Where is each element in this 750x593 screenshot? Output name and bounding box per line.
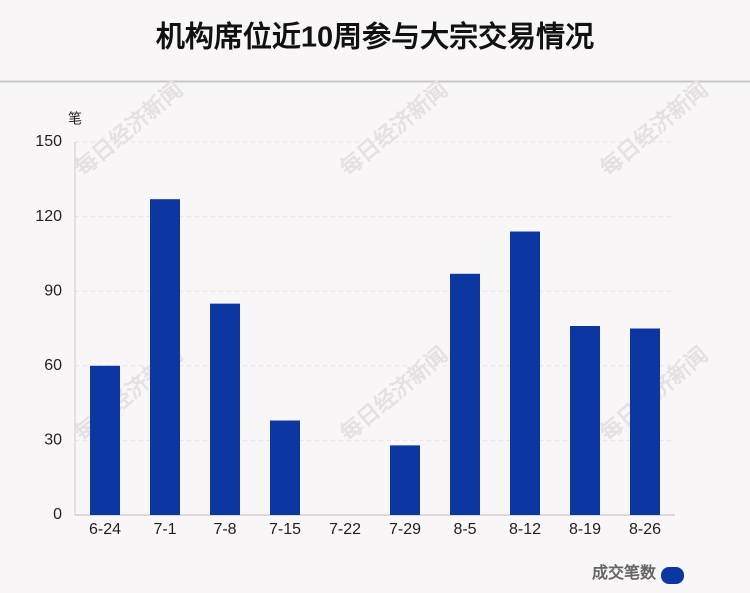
x-tick-label: 8-26 [629,521,661,538]
x-tick-label: 8-12 [509,521,541,538]
bar [570,326,600,515]
bar [210,303,240,515]
chart-title: 机构席位近10周参与大宗交易情况 [156,20,594,54]
bar [150,199,180,515]
bar [630,328,660,515]
x-tick-label: 7-8 [213,521,236,538]
x-tick-label: 8-5 [453,521,476,538]
y-axis-label: 笔 [68,111,82,127]
y-tick-label: 0 [53,506,62,523]
legend-label: 成交笔数 [592,563,657,582]
x-tick-label: 8-19 [569,521,601,538]
bar [90,365,120,515]
x-tick-label: 7-22 [329,521,361,538]
legend-swatch [661,567,684,584]
x-tick-label: 7-29 [389,521,421,538]
y-tick-label: 150 [35,133,62,150]
y-tick-label: 90 [44,282,62,299]
bar [270,420,300,515]
y-tick-label: 30 [44,432,62,449]
bar [510,231,540,515]
y-tick-label: 120 [35,208,62,225]
y-tick-label: 60 [44,357,62,374]
x-tick-label: 7-15 [269,521,301,538]
bar [390,445,420,515]
x-tick-label: 6-24 [89,521,121,538]
x-tick-label: 7-1 [153,521,176,538]
bar [450,273,480,515]
